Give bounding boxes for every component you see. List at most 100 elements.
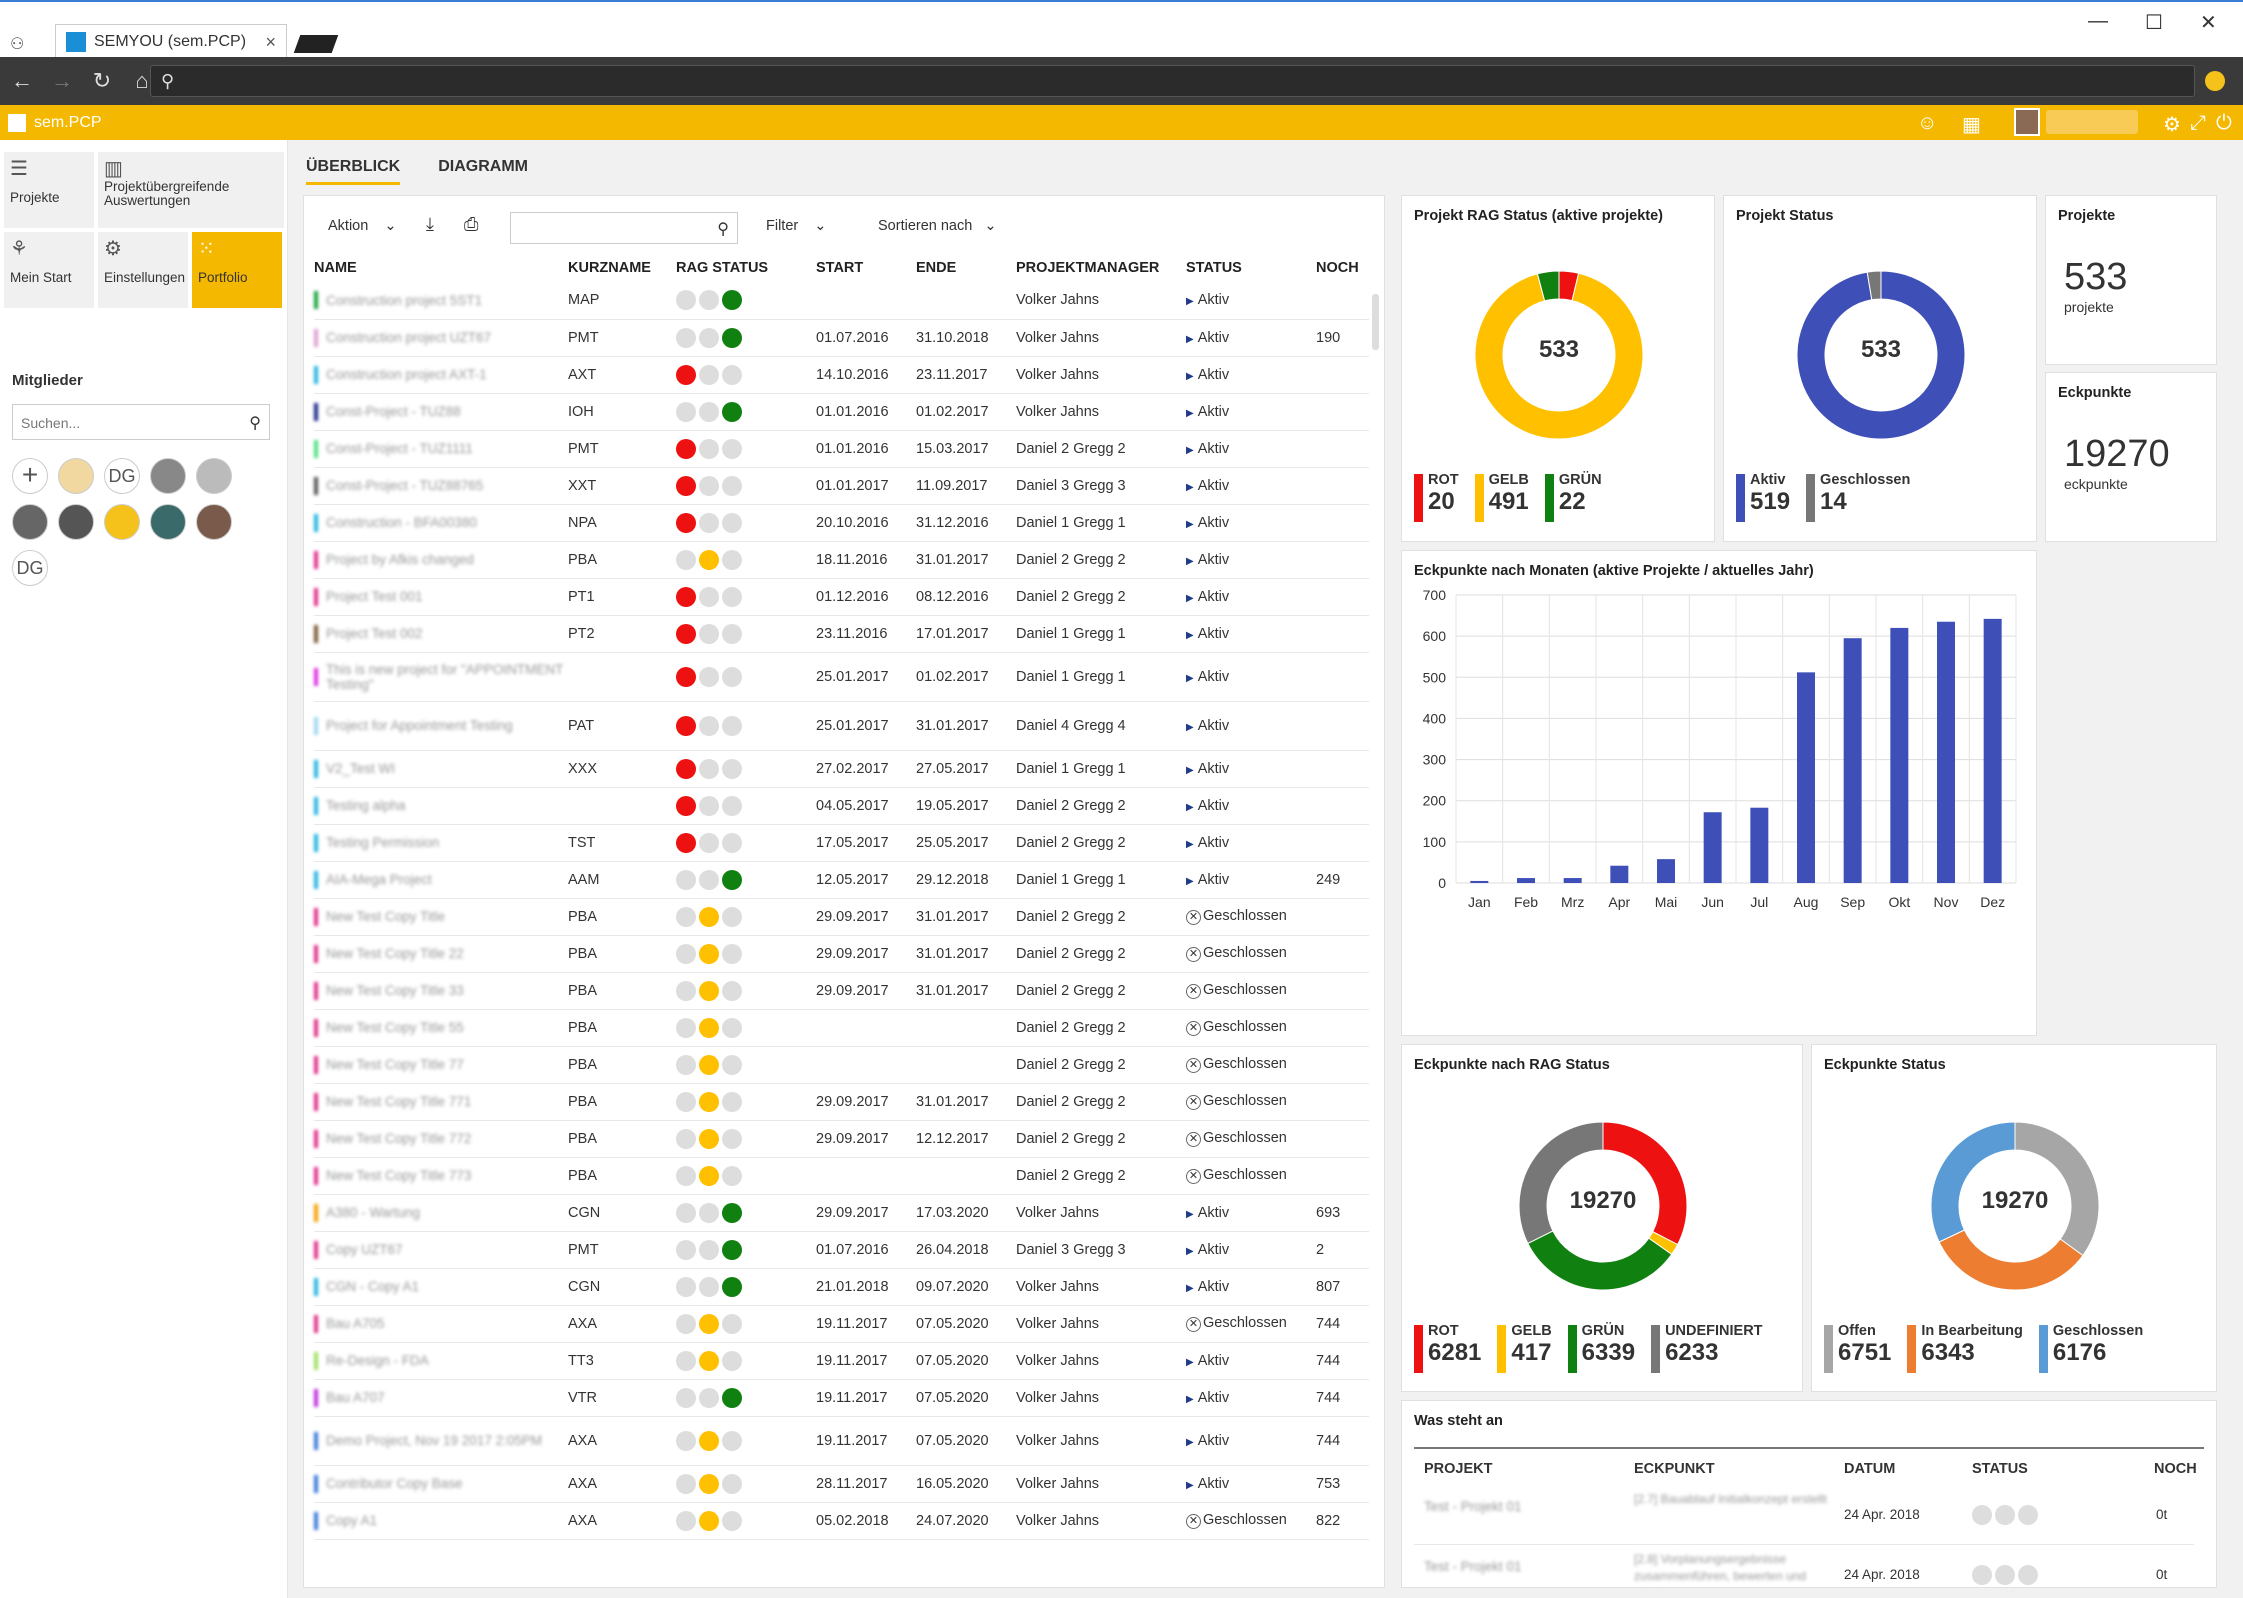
cell-name[interactable]: New Test Copy Title 33 bbox=[314, 972, 568, 1010]
table-scrollbar[interactable] bbox=[1372, 294, 1379, 350]
avatar[interactable] bbox=[150, 458, 186, 494]
project-name[interactable]: New Test Copy Title 22 bbox=[314, 944, 568, 963]
project-name[interactable]: Testing Permission bbox=[314, 833, 568, 852]
home-icon[interactable]: ⌂ bbox=[135, 68, 149, 93]
project-name[interactable]: Construction project 5ST1 bbox=[314, 291, 568, 310]
project-name[interactable]: Const-Project - TUZ1111 bbox=[314, 439, 568, 458]
was-row[interactable]: Test - Projekt 01 [2.7] Bauablauf Initial… bbox=[1414, 1485, 2194, 1545]
table-row[interactable]: Project for Appointment Testing PAT 25.01.… bbox=[314, 701, 1369, 751]
cell-name[interactable]: New Test Copy Title 22 bbox=[314, 935, 568, 973]
cell-name[interactable]: Bau A707 bbox=[314, 1379, 568, 1417]
project-name[interactable]: Testing alpha bbox=[314, 796, 568, 815]
aktion-dropdown[interactable]: Aktion ⌄ bbox=[328, 218, 397, 234]
cell-name[interactable]: Project by Afkis changed bbox=[314, 541, 568, 579]
cell-name[interactable]: CGN - Copy A1 bbox=[314, 1268, 568, 1306]
minimize-icon[interactable]: — bbox=[2088, 10, 2108, 32]
avatar[interactable] bbox=[58, 504, 94, 540]
cell-name[interactable]: AIA-Mega Project bbox=[314, 861, 568, 899]
col-noch[interactable]: NOCH bbox=[1316, 260, 1359, 276]
table-row[interactable]: V2_Test WI XXX 27.02.2017 27.05.2017 Daniel … bbox=[314, 750, 1369, 788]
cell-name[interactable]: Re-Design - FDA bbox=[314, 1342, 568, 1380]
table-search-input[interactable]: ⚲ bbox=[510, 212, 738, 244]
bar-sep[interactable] bbox=[1843, 638, 1862, 883]
bar-okt[interactable] bbox=[1890, 627, 1909, 883]
project-name[interactable]: New Test Copy Title 77 bbox=[314, 1055, 568, 1074]
project-name[interactable]: Bau A707 bbox=[314, 1388, 568, 1407]
cell-name[interactable]: Demo Project, Nov 19 2017 2:05PM bbox=[314, 1416, 568, 1466]
project-name[interactable]: Project Test 001 bbox=[314, 587, 568, 606]
cell-name[interactable]: Contributor Copy Base bbox=[314, 1465, 568, 1503]
project-name[interactable]: New Test Copy Title 772 bbox=[314, 1129, 568, 1148]
project-name[interactable]: Copy UZT67 bbox=[314, 1240, 568, 1259]
project-name[interactable]: Re-Design - FDA bbox=[314, 1351, 568, 1370]
table-row[interactable]: A380 - Wartung CGN 29.09.2017 17.03.2020 Vol… bbox=[314, 1194, 1369, 1232]
table-row[interactable]: Project by Afkis changed PBA 18.11.2016 31.… bbox=[314, 541, 1369, 579]
address-bar[interactable]: ⚲ bbox=[150, 65, 2195, 97]
cell-name[interactable]: Project Test 001 bbox=[314, 578, 568, 616]
col-status[interactable]: STATUS bbox=[1186, 260, 1242, 276]
bar-jul[interactable] bbox=[1750, 807, 1769, 883]
donut-slice-gelb[interactable] bbox=[1474, 272, 1644, 440]
cell-name[interactable]: Construction project UZT67 bbox=[314, 319, 568, 357]
table-row[interactable]: Copy UZT67 PMT 01.07.2016 26.04.2018 Daniel … bbox=[314, 1231, 1369, 1269]
bar-mai[interactable] bbox=[1657, 859, 1675, 883]
table-row[interactable]: Copy A1 AXA 05.02.2018 24.07.2020 Volker Jah… bbox=[314, 1502, 1369, 1540]
browser-menu-icon[interactable]: ⚇ bbox=[10, 36, 25, 53]
cell-name[interactable]: New Test Copy Title bbox=[314, 898, 568, 936]
table-row[interactable]: Bau A705 AXA 19.11.2017 07.05.2020 Volker Ja… bbox=[314, 1305, 1369, 1343]
table-row[interactable]: Bau A707 VTR 19.11.2017 07.05.2020 Volker Ja… bbox=[314, 1379, 1369, 1417]
project-name[interactable]: CGN - Copy A1 bbox=[314, 1277, 568, 1296]
bar-jan[interactable] bbox=[1470, 880, 1489, 883]
tab-diagramm[interactable]: DIAGRAMM bbox=[438, 158, 528, 175]
col-rag-status[interactable]: RAG STATUS bbox=[676, 260, 769, 276]
forward-icon[interactable]: → bbox=[51, 68, 73, 93]
project-name[interactable]: Bau A705 bbox=[314, 1314, 568, 1333]
cell-name[interactable]: New Test Copy Title 55 bbox=[314, 1009, 568, 1047]
project-name[interactable]: Const-Project - TUZ88765 bbox=[314, 476, 568, 495]
donut-slice-offen[interactable] bbox=[2014, 1121, 2100, 1257]
table-row[interactable]: Testing alpha 04.05.2017 19.05.2017 Daniel … bbox=[314, 787, 1369, 825]
nav-tile-projekte[interactable]: ☰ Projekte bbox=[4, 152, 94, 228]
cell-name[interactable]: Copy UZT67 bbox=[314, 1231, 568, 1269]
cell-name[interactable]: Bau A705 bbox=[314, 1305, 568, 1343]
project-name[interactable]: Demo Project, Nov 19 2017 2:05PM bbox=[314, 1431, 568, 1450]
bar-aug[interactable] bbox=[1797, 672, 1815, 883]
avatar[interactable] bbox=[12, 504, 48, 540]
table-row[interactable]: Project Test 001 PT1 01.12.2016 08.12.2016 D… bbox=[314, 578, 1369, 616]
bar-nov[interactable] bbox=[1937, 621, 1955, 883]
fullscreen-icon[interactable]: ⤢ bbox=[2190, 112, 2206, 134]
table-row[interactable]: This is new project for "APPOINTMENT Tes… bbox=[314, 652, 1369, 702]
table-row[interactable]: New Test Copy Title PBA 29.09.2017 31.01.20… bbox=[314, 898, 1369, 936]
cell-name[interactable]: New Test Copy Title 771 bbox=[314, 1083, 568, 1121]
was-row[interactable]: Test - Projekt 01 [2.8] Vorplanungsergebn… bbox=[1414, 1545, 2194, 1587]
new-tab-button[interactable] bbox=[293, 35, 339, 53]
col-start[interactable]: START bbox=[816, 260, 864, 276]
project-name[interactable]: V2_Test WI bbox=[314, 759, 568, 778]
cell-name[interactable]: Construction project AXT-1 bbox=[314, 356, 568, 394]
reload-icon[interactable]: ↻ bbox=[92, 68, 112, 93]
browser-tab[interactable]: SEMYOU (sem.PCP) × bbox=[55, 24, 287, 59]
project-name[interactable]: Construction project UZT67 bbox=[314, 328, 568, 347]
project-name[interactable]: Copy A1 bbox=[314, 1511, 568, 1530]
donut-slice-grün[interactable] bbox=[1536, 270, 1560, 302]
filter-dropdown[interactable]: Filter ⌄ bbox=[766, 218, 826, 234]
table-row[interactable]: Construction project 5ST1 MAP Volker Jahns… bbox=[314, 282, 1369, 320]
maximize-icon[interactable]: ☐ bbox=[2145, 12, 2163, 34]
nav-tile-auswertungen[interactable]: ▥ Projektübergreifende Auswertungen bbox=[98, 152, 284, 228]
table-row[interactable]: Const-Project - TUZ1111 PMT 01.01.2016 15.0… bbox=[314, 430, 1369, 468]
project-name[interactable]: A380 - Wartung bbox=[314, 1203, 568, 1222]
cell-name[interactable]: Project for Appointment Testing bbox=[314, 701, 568, 751]
cell-name[interactable]: Const-Project - TUZ88765 bbox=[314, 467, 568, 505]
project-name[interactable]: New Test Copy Title 773 bbox=[314, 1166, 568, 1185]
cell-name[interactable]: Const-Project - TUZ88 bbox=[314, 393, 568, 431]
bar-apr[interactable] bbox=[1610, 865, 1629, 883]
table-row[interactable]: New Test Copy Title 22 PBA 29.09.2017 31.01… bbox=[314, 935, 1369, 973]
extension-icon[interactable] bbox=[2205, 71, 2225, 91]
table-row[interactable]: Contributor Copy Base AXA 28.11.2017 16.05.… bbox=[314, 1465, 1369, 1503]
project-name[interactable]: New Test Copy Title 55 bbox=[314, 1018, 568, 1037]
nav-tile-portfolio[interactable]: ⁙ Portfolio bbox=[192, 232, 282, 308]
avatar[interactable]: DG bbox=[12, 550, 48, 586]
cell-name[interactable]: New Test Copy Title 77 bbox=[314, 1046, 568, 1084]
table-row[interactable]: Const-Project - TUZ88 IOH 01.01.2016 01.02.… bbox=[314, 393, 1369, 431]
table-row[interactable]: New Test Copy Title 55 PBA Daniel 2 Gregg … bbox=[314, 1009, 1369, 1047]
